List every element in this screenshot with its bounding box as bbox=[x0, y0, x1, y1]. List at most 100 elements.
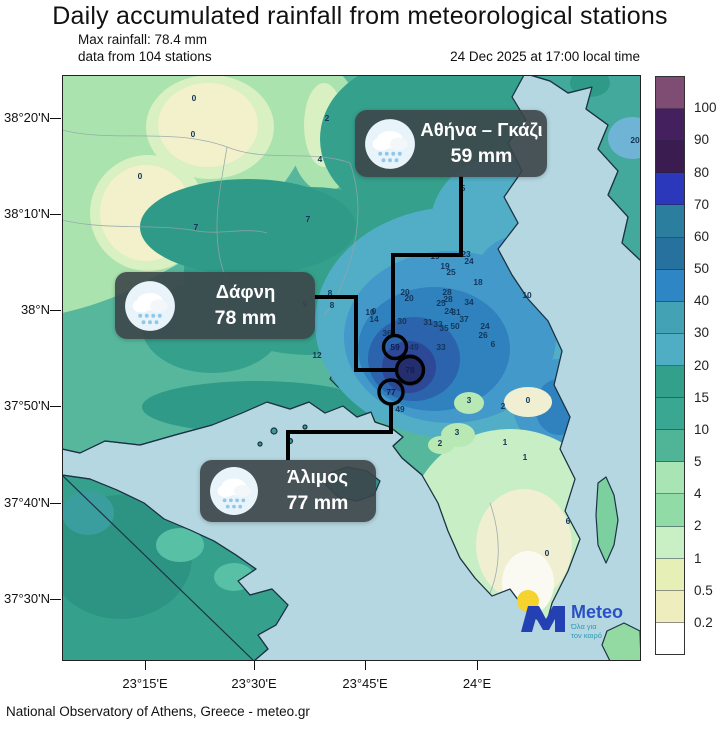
colorbar-segment bbox=[656, 590, 684, 623]
lat-tick-label: 38°20'N bbox=[4, 110, 50, 125]
station-value: 35 bbox=[439, 323, 449, 333]
station-value: 8 bbox=[330, 300, 335, 310]
credit-text: National Observatory of Athens, Greece -… bbox=[6, 704, 310, 719]
station-value: 10 bbox=[365, 307, 375, 317]
station-value: 0 bbox=[192, 93, 197, 103]
lon-tick bbox=[254, 661, 256, 670]
lat-tick-label: 38°N bbox=[20, 302, 50, 317]
station-value: 24 bbox=[464, 256, 474, 266]
colorbar-tick-label: 15 bbox=[694, 389, 710, 405]
station-value: 0 bbox=[191, 129, 196, 139]
highlight-circle bbox=[381, 333, 409, 361]
max-rainfall-text: Max rainfall: 78.4 mm bbox=[78, 32, 208, 47]
highlight-circle-value: 78 bbox=[405, 365, 415, 375]
colorbar-tick-label: 70 bbox=[694, 196, 710, 212]
highlight-circle bbox=[377, 378, 405, 406]
colorbar-segment bbox=[656, 237, 684, 270]
lat-tick bbox=[50, 310, 61, 312]
station-value: 0 bbox=[526, 395, 531, 405]
colorbar-tick-label: 80 bbox=[694, 164, 710, 180]
lon-tick bbox=[477, 661, 479, 670]
datetime-text: 24 Dec 2025 at 17:00 local time bbox=[450, 49, 640, 64]
logo-tagline-1: Όλα για bbox=[570, 622, 597, 631]
lat-tick bbox=[50, 118, 61, 120]
station-value: 10 bbox=[522, 290, 532, 300]
connector-athina bbox=[391, 176, 463, 335]
lat-tick bbox=[50, 599, 61, 601]
connector-alimos bbox=[286, 404, 393, 460]
station-value: 20 bbox=[630, 135, 640, 145]
station-value: 12 bbox=[312, 350, 322, 360]
colorbar bbox=[655, 76, 685, 655]
lat-tick-label: 37°50'N bbox=[4, 398, 50, 413]
colorbar-tick-label: 2 bbox=[694, 518, 702, 534]
colorbar-segment bbox=[656, 269, 684, 302]
rain-cloud-icon bbox=[125, 280, 175, 331]
callout-station-name: Δάφνη bbox=[215, 280, 276, 302]
colorbar-segment bbox=[656, 526, 684, 559]
colorbar-segment bbox=[656, 333, 684, 366]
station-value: 24 bbox=[480, 321, 490, 331]
station-value: 6 bbox=[566, 516, 571, 526]
logo-tagline-2: τον καιρό bbox=[571, 631, 602, 640]
callout-station-value: 59 mm bbox=[450, 144, 513, 167]
station-value: 37 bbox=[459, 314, 469, 324]
lon-tick bbox=[365, 661, 367, 670]
colorbar-segment bbox=[656, 558, 684, 591]
colorbar-segment bbox=[656, 205, 684, 238]
station-value: 0 bbox=[372, 306, 377, 316]
colorbar-segment bbox=[656, 622, 684, 654]
lat-tick bbox=[50, 214, 61, 216]
rain-cloud-icon bbox=[210, 467, 258, 515]
lat-tick-label: 37°40'N bbox=[4, 495, 50, 510]
station-value: 5 bbox=[461, 183, 466, 193]
colorbar-segment bbox=[656, 494, 684, 527]
station-count-text: data from 104 stations bbox=[78, 49, 212, 64]
lat-tick-label: 37°30'N bbox=[4, 591, 50, 606]
colorbar-segment bbox=[656, 430, 684, 463]
highlighted-stations: 59 78 77 bbox=[377, 333, 426, 406]
highlight-circle bbox=[394, 354, 426, 386]
lat-tick bbox=[50, 406, 61, 408]
station-value: 28 bbox=[442, 287, 452, 297]
map-border bbox=[62, 75, 641, 661]
colorbar-tick-label: 0.2 bbox=[694, 614, 713, 630]
lon-tick-label: 23°30'E bbox=[231, 676, 277, 691]
colorbar-segment bbox=[656, 173, 684, 206]
colorbar-segment bbox=[656, 365, 684, 399]
colorbar-segment bbox=[656, 77, 684, 110]
lon-tick bbox=[145, 661, 147, 670]
station-value: 25 bbox=[436, 298, 446, 308]
station-value: 2 bbox=[501, 401, 506, 411]
callout-station-name: Αθήνα – Γκάζι bbox=[420, 118, 543, 140]
station-value: 24 bbox=[444, 306, 454, 316]
station-value: 4 bbox=[318, 154, 323, 164]
makronisos-island bbox=[595, 476, 619, 564]
station-value: 31 bbox=[423, 317, 433, 327]
colorbar-tick-label: 4 bbox=[694, 486, 702, 502]
station-value: 7 bbox=[194, 222, 199, 232]
logo-m-icon bbox=[521, 606, 565, 632]
colorbar-tick-label: 30 bbox=[694, 325, 710, 341]
colorbar-tick-label: 100 bbox=[694, 100, 717, 116]
callout-athina-gazi: Αθήνα – Γκάζι 59 mm bbox=[355, 110, 547, 177]
colorbar-tick-label: 20 bbox=[694, 357, 710, 373]
station-value: 3 bbox=[455, 427, 460, 437]
station-value: 31 bbox=[451, 307, 461, 317]
lat-tick bbox=[50, 503, 61, 505]
callout-alimos: Άλιμος 77 mm bbox=[200, 460, 376, 522]
station-value: 2 bbox=[325, 113, 330, 123]
colorbar-tick-label: 40 bbox=[694, 293, 710, 309]
colorbar-tick-label: 0.5 bbox=[694, 582, 713, 598]
station-value: 19 bbox=[440, 261, 450, 271]
station-value: 28 bbox=[443, 294, 453, 304]
station-value: 50 bbox=[450, 321, 460, 331]
connector-dafni bbox=[315, 295, 396, 372]
station-value: 14 bbox=[369, 314, 379, 324]
highlight-circle-value: 77 bbox=[386, 387, 396, 397]
station-value: 1 bbox=[503, 437, 508, 447]
callout-dafni: Δάφνη 78 mm bbox=[115, 272, 315, 339]
colorbar-tick-label: 90 bbox=[694, 132, 710, 148]
station-value: 7 bbox=[306, 214, 311, 224]
